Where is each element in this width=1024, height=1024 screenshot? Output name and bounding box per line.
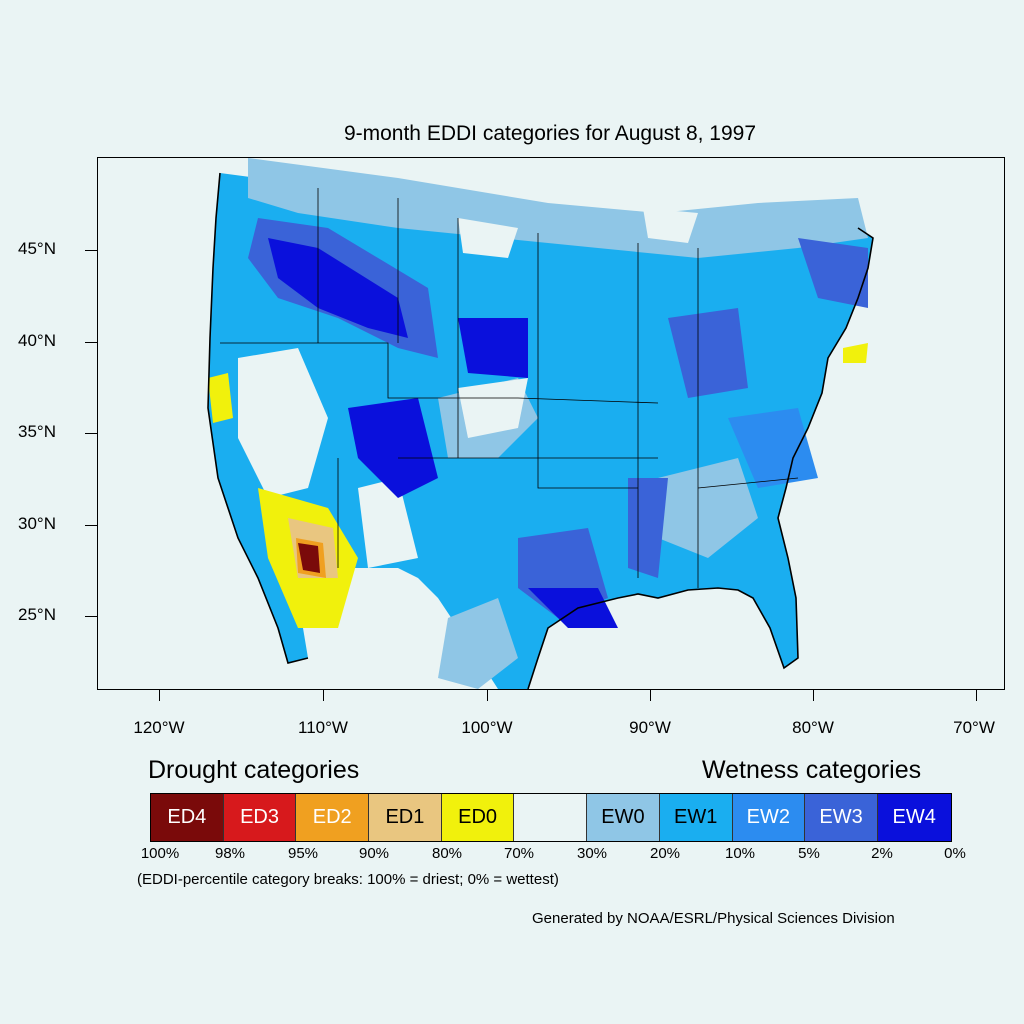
ed0-area [208,373,233,423]
legend-label: ED2 [312,806,352,828]
legend-note: (EDDI-percentile category breaks: 100% =… [137,871,559,888]
wetness-heading: Wetness categories [702,756,922,784]
legend-label: ED0 [458,806,498,828]
percentile-break: 2% [871,845,893,862]
lon-tick [813,689,814,701]
percentile-break: 20% [649,845,681,862]
lon-label: 110°W [298,718,348,737]
legend-swatch-neutral [514,794,588,841]
ew0-patch [658,458,758,558]
legend-label: ED4 [167,806,207,828]
coastline [207,172,874,689]
ew3-area [668,308,748,398]
ed0-area [843,343,868,363]
state-borders [220,188,799,588]
legend-swatch-ew1: EW1 [659,794,733,841]
legend-swatch-ew3: EW3 [805,794,878,841]
legend-label: EW4 [892,806,936,828]
percentile-break: 70% [503,845,535,862]
neutral-patch [643,208,698,243]
percentile-break: 100% [140,845,180,862]
ew4-area [528,588,618,628]
ew2-area [728,408,818,488]
lat-label: 45°N [18,239,56,258]
map-title: 9-month EDDI categories for August 8, 19… [343,122,757,145]
lat-tick [85,250,97,251]
lon-label: 90°W [629,718,671,737]
ew0-patch [438,598,518,689]
legend-swatch-ew4: EW4 [877,794,951,841]
canada-region [248,158,868,258]
lon-tick [323,689,324,701]
percentile-break: 5% [798,845,820,862]
legend-swatch-ed1: ED1 [369,794,442,841]
lat-label: 30°N [18,514,56,533]
legend-swatch-ew2: EW2 [732,794,806,841]
lon-label: 100°W [461,718,513,737]
ew4-area [458,318,528,378]
neutral-patch [458,218,518,258]
legend-swatch-ew0: EW0 [587,794,660,841]
legend-label: ED3 [240,806,279,828]
legend-label: EW0 [601,806,645,828]
percentile-break: 0% [944,845,966,862]
lat-tick [85,525,97,526]
percentile-break: 80% [431,845,463,862]
lon-label: 80°W [792,718,834,737]
percentile-break: 98% [214,845,246,862]
ew4-area [348,398,438,498]
lon-tick [487,689,488,701]
legend-swatch-ed2: ED2 [296,794,370,841]
percentile-break: 30% [576,845,608,862]
map-frame [97,157,1005,690]
credit-line: Generated by NOAA/ESRL/Physical Sciences… [532,910,895,927]
neutral-patch [458,378,528,438]
neutral-patch [358,478,418,568]
lat-tick [85,342,97,343]
ew3-area [798,238,868,308]
legend-label: EW2 [746,806,791,828]
category-legend: ED4 ED3 ED2 ED1 ED0 EW0 EW1 EW2 EW3 EW4 [150,793,952,842]
lon-tick [976,689,977,701]
percentile-break: 90% [358,845,390,862]
lon-label: 70°W [953,718,995,737]
ed4-area [298,543,320,573]
legend-label: ED1 [385,806,425,828]
lon-tick [159,689,160,701]
legend-swatch-ed3: ED3 [223,794,297,841]
legend-swatch-ed0: ED0 [441,794,515,841]
legend-label: EW1 [673,806,718,828]
lat-tick [85,433,97,434]
percentile-break: 10% [724,845,756,862]
percentile-break: 95% [287,845,319,862]
drought-heading: Drought categories [148,756,360,784]
legend-swatch-ed4: ED4 [151,794,224,841]
neutral-patch [238,348,328,498]
lat-tick [85,616,97,617]
ew4-area [268,238,408,338]
legend-label: EW3 [819,806,863,828]
lon-tick [650,689,651,701]
lat-label: 40°N [18,331,56,350]
eddi-map [207,158,874,689]
lon-label: 120°W [133,718,185,737]
lat-label: 25°N [18,605,56,624]
lat-label: 35°N [18,422,56,441]
